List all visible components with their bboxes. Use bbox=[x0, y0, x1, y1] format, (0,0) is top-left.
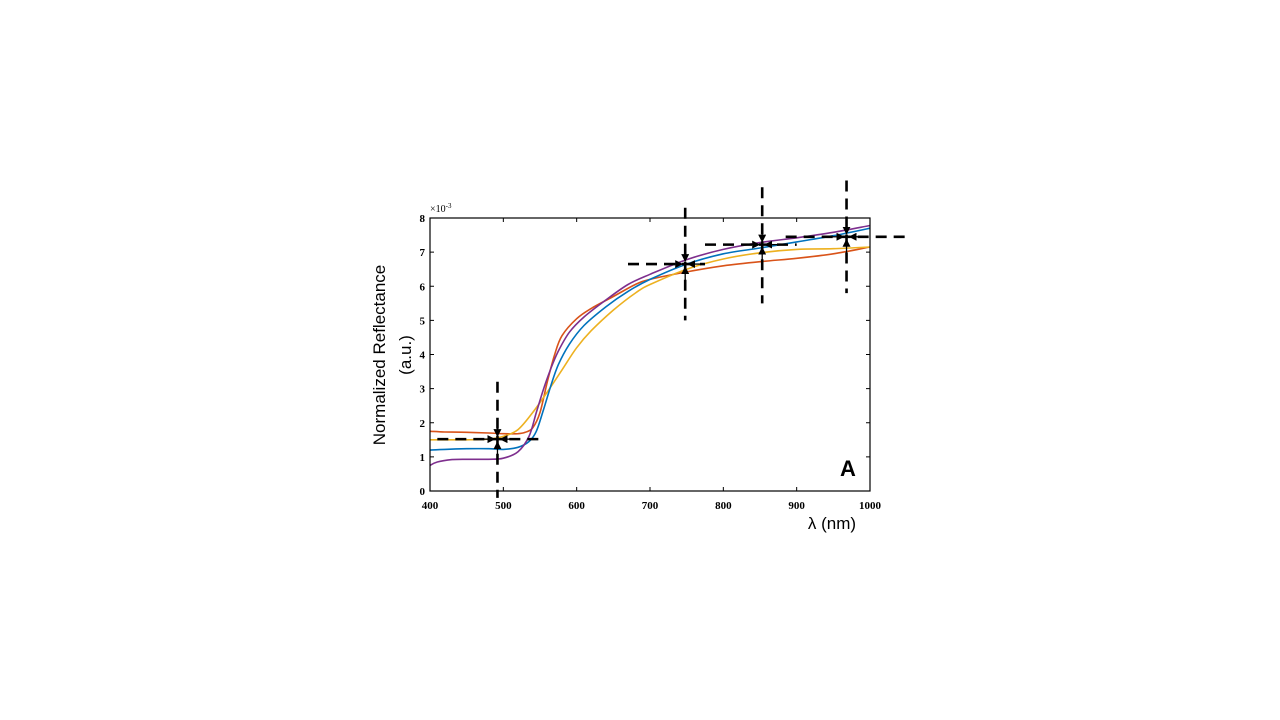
series-line-2 bbox=[430, 246, 871, 441]
y-tick-label: 5 bbox=[420, 315, 426, 327]
crosshair-annotation-2 bbox=[628, 207, 705, 321]
series-line-3 bbox=[429, 227, 871, 451]
y-tick-label: 7 bbox=[420, 247, 426, 259]
y-tick-label: 4 bbox=[420, 350, 426, 362]
x-tick-label: 600 bbox=[568, 500, 585, 512]
y-tick-label: 0 bbox=[420, 486, 426, 498]
x-tick-label: 400 bbox=[422, 500, 439, 512]
x-axis-title: λ (nm) bbox=[808, 514, 856, 533]
y-axis-title-line2: (a.u.) bbox=[396, 335, 415, 375]
x-tick-label: 700 bbox=[642, 500, 659, 512]
y-tick-label: 6 bbox=[420, 281, 426, 293]
y-axis-multiplier: ×10-3 bbox=[430, 202, 452, 215]
annotation-layer bbox=[437, 180, 906, 498]
x-tick-label: 900 bbox=[788, 500, 805, 512]
series-layer bbox=[429, 224, 871, 467]
y-tick-label: 8 bbox=[420, 213, 426, 225]
y-axis-title-line1: Normalized Reflectance bbox=[370, 265, 389, 445]
panel-label: A bbox=[840, 456, 856, 481]
crosshair-annotation-1 bbox=[437, 381, 544, 498]
series-line-4 bbox=[429, 224, 871, 467]
x-axis: 400 500 600 700 800 900 1000 bbox=[422, 218, 882, 512]
crosshair-annotation-3 bbox=[705, 187, 797, 304]
y-tick-label: 3 bbox=[420, 384, 426, 396]
y-tick-label: 1 bbox=[420, 452, 426, 464]
x-tick-label: 1000 bbox=[859, 500, 882, 512]
crosshair-annotation-4 bbox=[785, 180, 906, 294]
x-tick-label: 500 bbox=[495, 500, 512, 512]
y-tick-label: 2 bbox=[420, 418, 426, 430]
y-axis: 0 1 2 3 4 5 6 7 8 bbox=[420, 213, 870, 498]
plot-frame bbox=[429, 217, 871, 492]
x-tick-label: 800 bbox=[715, 500, 732, 512]
